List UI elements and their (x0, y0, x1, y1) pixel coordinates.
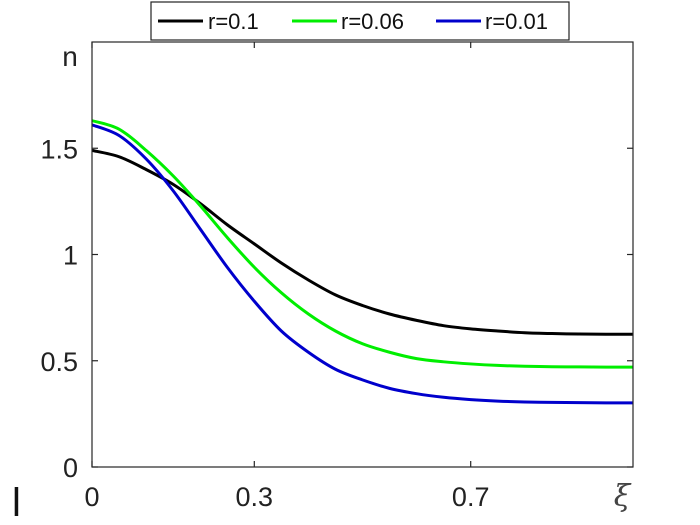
series-line-r-0-01 (91, 123, 634, 405)
series-line-r-0-06 (91, 119, 634, 369)
stray-mark: l (12, 481, 21, 525)
x-tick-label: 0 (84, 482, 99, 512)
y-tick-label: 1.5 (40, 134, 78, 164)
series-layer (91, 119, 634, 405)
legend: r=0.1 r=0.06 r=0.01 (150, 1, 570, 41)
x-axis-label: ξ (614, 479, 632, 514)
y-axis-label: n (62, 41, 78, 72)
series-line-r-0-1 (91, 148, 634, 336)
legend-label-r-0.1: r=0.1 (208, 9, 259, 34)
x-tick-label: 0.3 (236, 482, 274, 512)
x-tick-label: 0.7 (452, 482, 490, 512)
plot-area (92, 42, 633, 467)
legend-label-r-0.01: r=0.01 (485, 9, 548, 34)
y-tick-label: 0 (63, 453, 78, 483)
y-tick-label: 1 (63, 241, 78, 271)
legend-label-r-0.06: r=0.06 (341, 9, 404, 34)
tick-labels-layer: 0 0.3 0.7 0 0.5 1 1.5 (40, 134, 489, 512)
ticks-layer (91, 42, 633, 468)
y-tick-label: 0.5 (40, 347, 78, 377)
legend-box (150, 1, 570, 41)
